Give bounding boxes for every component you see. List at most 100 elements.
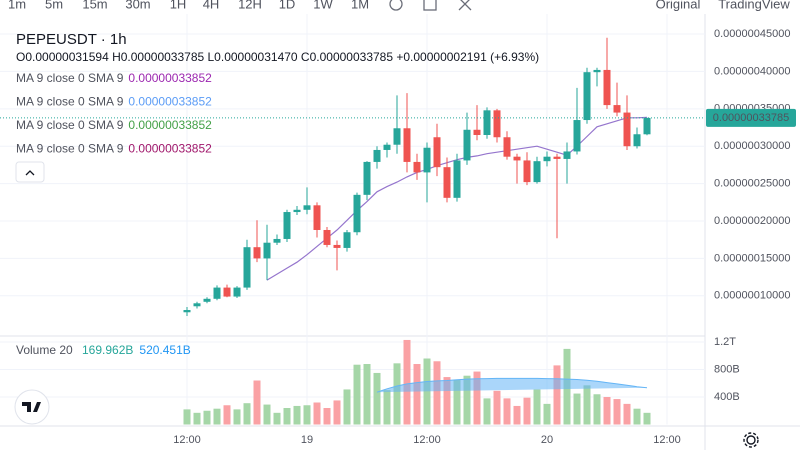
candle-body	[393, 128, 401, 145]
x-tick-label: 12:00	[653, 434, 681, 446]
candle-body	[373, 149, 381, 162]
candle-body	[643, 117, 651, 135]
toolbar-icons	[389, 0, 472, 11]
volume-bar	[533, 389, 541, 425]
interval-button[interactable]: 5m	[45, 0, 63, 11]
volume-bar	[333, 400, 341, 425]
interval-button[interactable]: 12H	[238, 0, 262, 11]
volume-bar	[523, 397, 531, 425]
candle-body	[443, 167, 451, 198]
indicator-name: MA 9 close 0 SMA 9	[16, 118, 124, 132]
volume-bar	[323, 408, 331, 425]
interval-button[interactable]: 1M	[351, 0, 369, 11]
candle-body	[183, 310, 191, 313]
interval-button[interactable]: 15m	[82, 0, 107, 11]
candle-body	[463, 129, 471, 161]
volume-bar	[403, 339, 411, 425]
volume-bar	[203, 410, 211, 425]
candle-body	[453, 160, 461, 198]
volume-bar	[223, 405, 231, 425]
original-button[interactable]: Original	[656, 0, 701, 11]
candle-body	[583, 72, 591, 121]
volume-ma-area	[376, 377, 648, 393]
volume-bar	[293, 405, 301, 425]
candle-body	[343, 232, 351, 248]
interval-button[interactable]: 1m	[8, 0, 26, 11]
candle-body	[593, 69, 601, 73]
ohlc-header: O0.00000031594 H0.00000033785 L0.0000003…	[16, 50, 539, 64]
volume-bar	[483, 398, 491, 425]
interval-button[interactable]: 1D	[279, 0, 296, 11]
volume-bar	[283, 408, 291, 425]
y-tick-label: 0.00000025000	[714, 178, 790, 190]
candle-body	[363, 161, 371, 195]
indicator-value: 0.00000033852	[128, 118, 212, 132]
settings-icon[interactable]	[743, 432, 759, 448]
volume-bar	[423, 358, 431, 425]
volume-bar	[613, 399, 621, 425]
brand-link[interactable]: TradingView	[718, 0, 790, 11]
candle-body	[303, 205, 311, 210]
indicator-value: 0.00000033852	[128, 95, 212, 109]
y-tick-label: 0.00000010000	[714, 290, 790, 302]
x-tick-label: 20	[541, 434, 553, 446]
indicator-name: MA 9 close 0 SMA 9	[16, 71, 124, 85]
volume-bar	[213, 408, 221, 425]
candle-body	[223, 287, 231, 297]
candle-body	[353, 194, 361, 233]
candle-body	[623, 112, 631, 147]
volume-value: 169.962B	[82, 343, 133, 357]
logo[interactable]	[14, 389, 50, 425]
volume-bar	[633, 408, 641, 425]
volume-bar	[233, 409, 241, 425]
layout-button[interactable]	[423, 0, 437, 11]
collapse-button[interactable]	[15, 161, 45, 183]
candle-body	[493, 110, 501, 138]
candle-body	[603, 69, 611, 106]
collapse-icon	[25, 170, 35, 176]
volume-bar	[603, 397, 611, 425]
candle-body	[523, 160, 531, 183]
candle-body	[383, 144, 391, 150]
volume-bar	[273, 412, 281, 425]
candle-body	[503, 137, 511, 157]
last-price-label: 0.00000033785	[713, 112, 789, 124]
volume-bar	[463, 375, 471, 425]
settings-button[interactable]	[389, 0, 403, 11]
candle-body	[263, 242, 271, 259]
candle-body	[423, 147, 431, 173]
candle-body	[543, 156, 551, 162]
y-tick-label: 0.00000045000	[714, 28, 790, 40]
candle-body	[333, 244, 341, 248]
fullscreen-button[interactable]	[458, 0, 472, 11]
interval-button[interactable]: 1W	[313, 0, 333, 11]
interval-button[interactable]: 30m	[125, 0, 150, 11]
indicator-legend: MA 9 close 0 SMA 9 0.00000033852	[16, 95, 212, 109]
volume-bar	[253, 380, 261, 425]
candle-body	[313, 205, 321, 230]
volume-bar	[503, 398, 511, 425]
indicator-name: MA 9 close 0 SMA 9	[16, 95, 124, 109]
volume-bar	[243, 403, 251, 425]
candle-body	[483, 110, 491, 136]
volume-bar	[433, 361, 441, 425]
indicator-value: 0.00000033852	[128, 71, 212, 85]
plot: 12:00 19 12:00 20 12:00 0.00000010000 0.000000…	[0, 14, 796, 446]
last-price-box	[706, 108, 796, 127]
candle-body	[293, 209, 301, 213]
candle-body	[573, 120, 581, 152]
volume-bar	[583, 385, 591, 425]
volume-bar	[303, 405, 311, 425]
candle-body	[413, 161, 421, 173]
volume-bar	[543, 403, 551, 425]
interval-button[interactable]: 4H	[203, 0, 220, 11]
candle-body	[273, 238, 281, 243]
volume-ma-value: 520.451B	[139, 343, 190, 357]
interval-button[interactable]: 1H	[170, 0, 187, 11]
volume-bar	[263, 404, 271, 425]
candle-body	[553, 156, 561, 159]
indicator-value: 0.00000033852	[128, 142, 212, 156]
indicator-name: MA 9 close 0 SMA 9	[16, 142, 124, 156]
